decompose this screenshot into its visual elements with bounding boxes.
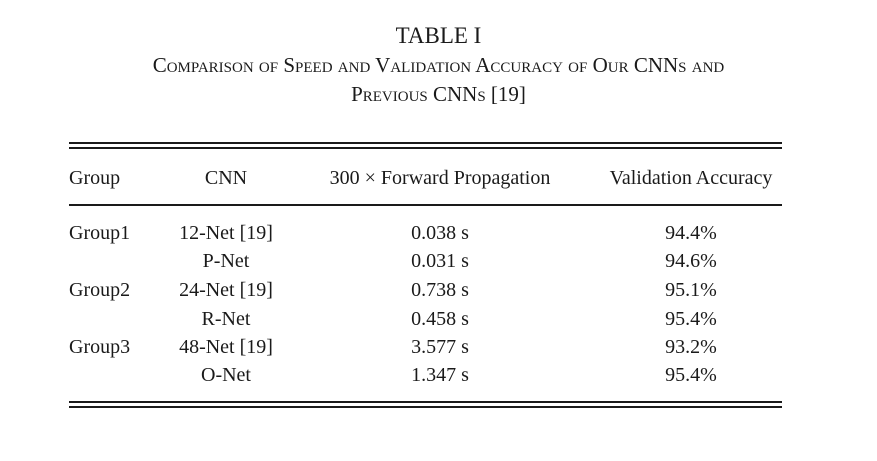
header-group: Group — [69, 167, 121, 189]
table-label: TABLE I — [395, 23, 482, 48]
bottom-rule-2 — [69, 406, 782, 408]
bottom-rule-1 — [69, 401, 782, 403]
cell-group: Group2 — [69, 279, 131, 301]
cell-accuracy: 94.4% — [665, 222, 717, 244]
cell-group: Group3 — [69, 336, 131, 358]
cell-cnn: O-Net — [201, 364, 251, 386]
table-title-line-2: Previous CNNs [19] — [351, 82, 526, 106]
cell-cnn: 48-Net [19] — [179, 336, 273, 358]
cell-accuracy: 95.4% — [665, 364, 717, 386]
header-rule — [69, 204, 782, 206]
header-forward-propagation: 300 × Forward Propagation — [329, 167, 551, 189]
cell-accuracy: 95.1% — [665, 279, 717, 301]
cell-forward: 0.038 s — [411, 222, 469, 244]
cell-forward: 0.738 s — [411, 279, 469, 301]
header-validation-accuracy: Validation Accuracy — [609, 167, 773, 189]
cell-accuracy: 95.4% — [665, 308, 717, 330]
top-rule-2 — [69, 147, 782, 149]
cell-forward: 0.458 s — [411, 308, 469, 330]
cell-cnn: P-Net — [202, 250, 250, 272]
cell-cnn: R-Net — [201, 308, 251, 330]
cell-forward: 1.347 s — [411, 364, 469, 386]
table-title-line-1: Comparison of Speed and Validation Accur… — [152, 53, 725, 77]
header-cnn: CNN — [204, 167, 248, 189]
cell-accuracy: 93.2% — [665, 336, 717, 358]
cell-cnn: 24-Net [19] — [179, 279, 273, 301]
top-rule-1 — [69, 142, 782, 144]
cell-cnn: 12-Net [19] — [179, 222, 273, 244]
cell-accuracy: 94.6% — [665, 250, 717, 272]
cell-forward: 3.577 s — [411, 336, 469, 358]
cell-group: Group1 — [69, 222, 131, 244]
cell-forward: 0.031 s — [411, 250, 469, 272]
